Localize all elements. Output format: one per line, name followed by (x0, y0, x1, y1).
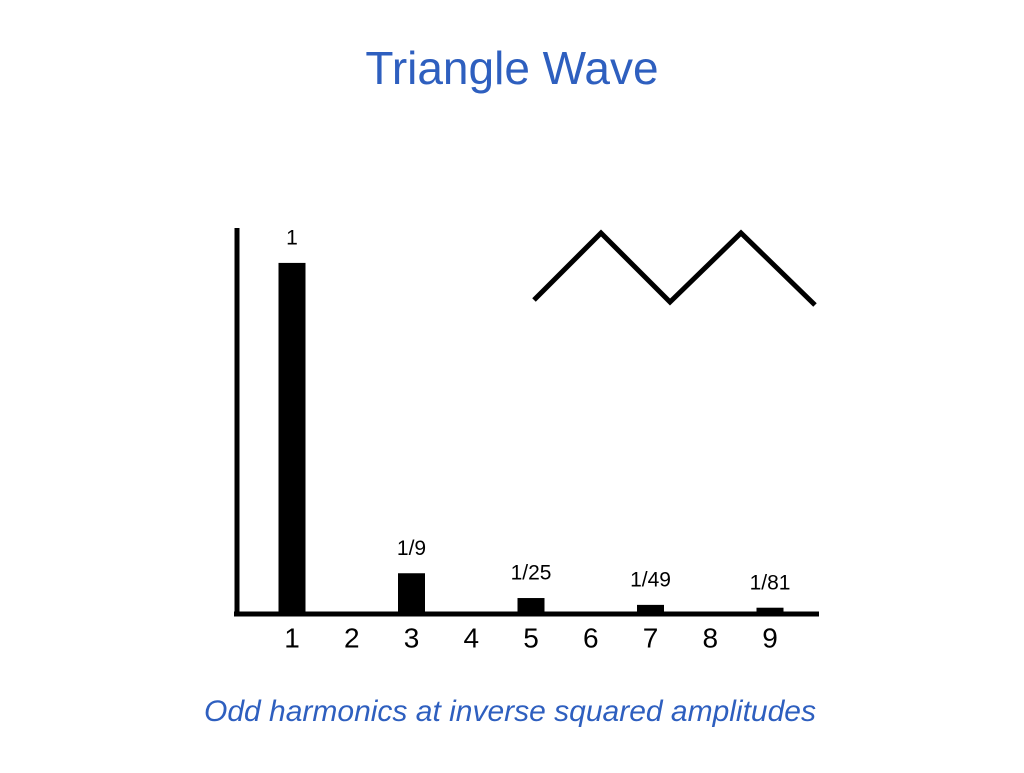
x-tick-label: 3 (404, 622, 420, 653)
value-label: 1/9 (397, 537, 426, 560)
triangle-wave-icon (532, 229, 817, 307)
x-tick-label: 9 (762, 622, 778, 653)
value-label: 1 (286, 226, 298, 249)
x-tick-label: 6 (583, 622, 599, 653)
caption: Odd harmonics at inverse squared amplitu… (204, 695, 816, 728)
value-label: 1/81 (750, 571, 791, 594)
x-tick-label: 4 (463, 622, 479, 653)
bar (278, 262, 306, 612)
x-tick-label: 8 (702, 622, 718, 653)
value-label: 1/25 (511, 562, 552, 585)
x-tick-label: 2 (344, 622, 360, 653)
bar (637, 604, 664, 612)
x-tick-label: 1 (284, 622, 300, 653)
x-tick-label: 7 (643, 622, 659, 653)
value-label: 1/49 (630, 568, 671, 591)
bar (756, 607, 784, 612)
bar (398, 573, 425, 612)
slide-title: Triangle Wave (365, 42, 658, 94)
x-tick-label: 5 (523, 622, 539, 653)
bar (517, 598, 545, 612)
